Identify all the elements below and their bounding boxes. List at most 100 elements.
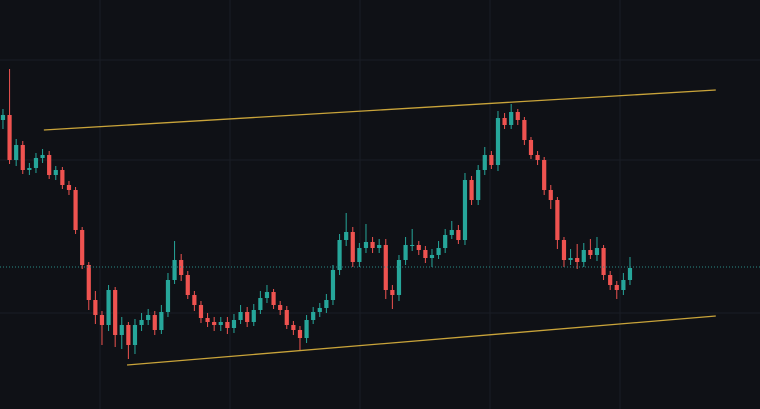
candle-body: [126, 325, 131, 345]
candle-body: [172, 260, 177, 280]
candle-body: [396, 260, 402, 295]
candle-body: [297, 330, 303, 338]
candle-body: [205, 318, 210, 322]
candle-body: [436, 248, 441, 255]
candle-body: [99, 315, 105, 325]
candle-body: [449, 230, 454, 235]
candle-body: [66, 185, 72, 190]
candle-body: [86, 265, 91, 300]
candle-body: [522, 120, 527, 140]
candle-body: [627, 268, 633, 280]
candle-body: [337, 240, 342, 270]
candle-body: [317, 308, 322, 312]
candle-body: [403, 245, 408, 260]
candle-body: [231, 320, 237, 328]
candle-body: [73, 190, 78, 230]
candle-body: [20, 145, 25, 170]
candle-body: [561, 240, 567, 260]
candle-body: [614, 285, 619, 290]
candle-body: [271, 292, 276, 305]
candle-body: [489, 155, 494, 165]
candle-body: [416, 245, 421, 250]
candle-body: [0, 115, 6, 120]
candle-body: [139, 320, 144, 325]
candle-body: [258, 298, 263, 310]
candle-body: [238, 312, 243, 320]
candle-body: [212, 322, 217, 325]
candle-body: [383, 245, 388, 290]
candle-body: [555, 200, 560, 240]
candle-body: [53, 170, 58, 175]
candle-body: [165, 280, 171, 312]
candle-body: [377, 245, 382, 248]
trend-line: [126, 315, 716, 366]
candle-body: [251, 310, 256, 322]
candle-body: [509, 112, 514, 125]
candle-body: [429, 255, 435, 258]
candle-body: [225, 322, 230, 328]
candle-body: [80, 230, 85, 265]
candle-body: [40, 155, 45, 158]
candle-body: [291, 325, 296, 330]
candle-body: [179, 260, 184, 275]
candle-body: [284, 310, 289, 325]
candle-body: [370, 242, 375, 248]
candle-body: [621, 280, 626, 290]
candle-body: [27, 168, 32, 170]
candle-body: [363, 242, 369, 248]
candle-body: [515, 112, 520, 120]
candle-body: [443, 235, 448, 248]
candle-body: [588, 250, 593, 255]
candle-body: [264, 292, 270, 298]
candle-body: [119, 325, 124, 335]
trend-line: [43, 89, 716, 131]
candle-body: [469, 180, 474, 200]
candle-body: [198, 305, 204, 318]
candle-body: [548, 190, 553, 200]
candle-body: [304, 320, 309, 338]
candle-body: [608, 275, 613, 285]
candle-body: [278, 305, 283, 310]
candle-body: [502, 118, 507, 125]
candle-body: [185, 275, 190, 295]
candle-body: [535, 155, 540, 160]
candle-body: [344, 232, 349, 240]
candle-body: [245, 312, 250, 322]
candle-body: [330, 270, 336, 300]
candle-body: [357, 248, 362, 262]
candle-body: [324, 300, 329, 308]
candle-body: [568, 258, 573, 260]
candle-body: [47, 155, 52, 175]
candle-body: [146, 315, 151, 320]
candle-body: [390, 290, 395, 295]
candle-body: [581, 250, 586, 262]
candle-body: [14, 145, 19, 160]
candle-body: [542, 160, 547, 190]
candle-body: [476, 170, 481, 200]
candle-body: [410, 245, 415, 246]
candle-body: [113, 290, 118, 335]
candle-body: [93, 300, 98, 315]
candle-body: [462, 180, 468, 240]
candle-body: [482, 155, 487, 170]
candle-body: [311, 312, 316, 320]
candle-body: [594, 248, 600, 255]
candle-body: [152, 315, 157, 330]
candle-body: [132, 325, 138, 345]
candle-body: [456, 230, 461, 240]
candle-body: [423, 250, 428, 258]
candle-body: [218, 322, 223, 325]
candle-body: [528, 140, 534, 155]
candle-body: [495, 118, 501, 165]
candle-body: [106, 290, 111, 325]
candle-body: [159, 312, 164, 330]
candle-body: [7, 115, 12, 160]
candle-body: [192, 295, 197, 305]
candle-body: [601, 248, 606, 275]
candle-body: [60, 170, 65, 185]
candle-body: [33, 158, 39, 168]
candle-body: [350, 232, 355, 262]
